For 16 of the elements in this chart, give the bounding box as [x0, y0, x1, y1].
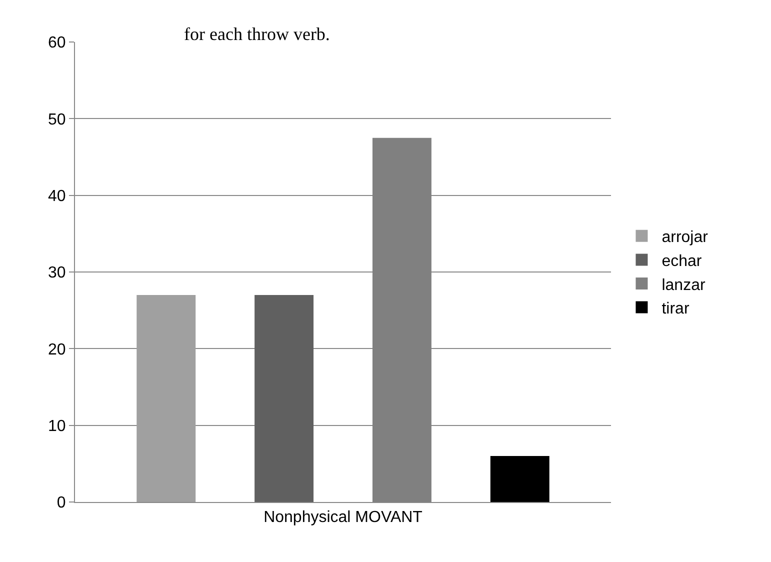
- bar: [254, 295, 314, 502]
- y-tick-label: 20: [48, 341, 66, 358]
- y-tick-label: 30: [48, 264, 66, 282]
- legend-label: echar: [662, 252, 702, 270]
- y-tick-label: 10: [48, 418, 66, 435]
- bar: [136, 295, 196, 502]
- y-tick-label: 0: [56, 494, 66, 512]
- y-tick-label: 50: [48, 111, 66, 128]
- legend-label: arrojar: [662, 229, 709, 246]
- y-tick-label: 60: [48, 34, 66, 52]
- legend-label: tirar: [662, 300, 690, 318]
- legend-label: lanzar: [662, 276, 706, 294]
- y-tick-label: 40: [48, 188, 66, 205]
- annotation: for each throw verb.: [184, 24, 330, 44]
- x-tick-label: Nonphysical MOVANT: [264, 509, 423, 526]
- bar: [490, 456, 550, 502]
